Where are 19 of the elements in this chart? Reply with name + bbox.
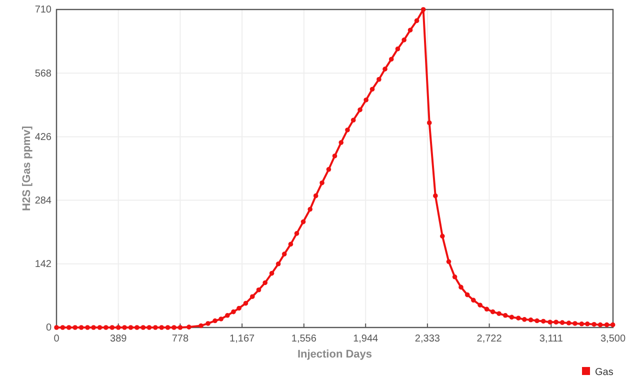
x-tick-label: 2,333	[414, 334, 440, 345]
x-axis-title: Injection Days	[297, 348, 372, 360]
y-tick-label: 710	[34, 4, 52, 16]
y-tick-label: 0	[46, 322, 52, 334]
x-tick-label: 3,111	[539, 334, 564, 345]
y-tick-label: 284	[34, 196, 52, 206]
x-tick-label: 2,722	[476, 334, 502, 345]
x-tick-label: 1,167	[230, 334, 255, 345]
x-tick-label: 389	[110, 334, 128, 345]
legend-label: Gas	[595, 367, 614, 378]
y-tick-label: 142	[34, 259, 52, 270]
x-tick-label: 3,500	[600, 334, 626, 345]
x-tick-label: 778	[172, 334, 189, 345]
x-tick-label: 1,556	[291, 334, 317, 345]
x-tick-label: 0	[54, 334, 60, 345]
y-axis-title: H2S [Gas ppmv]	[21, 126, 33, 211]
y-tick-label: 426	[34, 132, 52, 143]
x-tick-label: 1,944	[353, 334, 379, 345]
y-tick-label: 568	[34, 68, 52, 80]
